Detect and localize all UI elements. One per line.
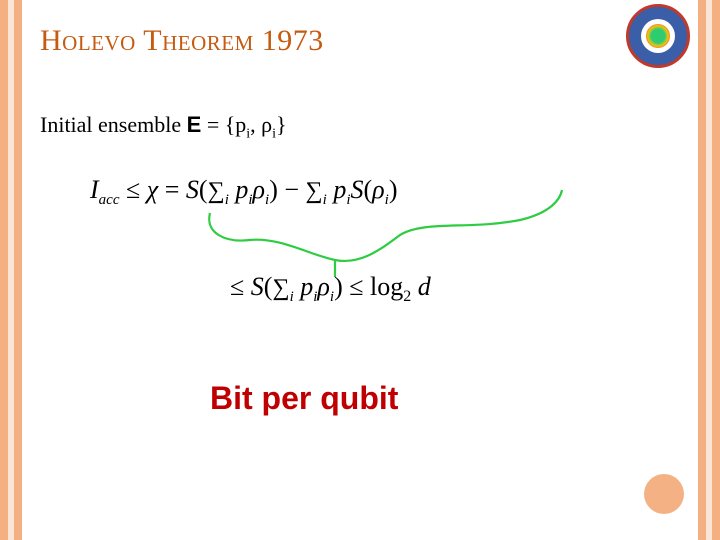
eq2-p: p bbox=[294, 272, 314, 301]
ensemble-comma: , ρ bbox=[250, 112, 272, 137]
ensemble-close: } bbox=[276, 112, 287, 137]
eq1-chi: χ bbox=[147, 175, 158, 204]
eq2-log: log bbox=[370, 272, 403, 301]
logo-core bbox=[646, 24, 670, 48]
logo-inner bbox=[641, 19, 675, 53]
stripe bbox=[712, 0, 720, 540]
eq1-open2: ( bbox=[363, 175, 372, 204]
eq2-sum: ∑ bbox=[272, 275, 289, 301]
left-stripe bbox=[0, 0, 22, 540]
stripe bbox=[706, 0, 712, 540]
right-stripe bbox=[698, 0, 720, 540]
eq2-close: ) bbox=[334, 272, 343, 301]
eq1-leq: ≤ bbox=[120, 175, 147, 204]
ensemble-definition: Initial ensemble E = {pi, ρi} bbox=[40, 112, 287, 142]
eq1-I: I bbox=[90, 175, 99, 204]
slide-title: Holevo Theorem 1973 bbox=[40, 24, 324, 58]
eq2-rho: ρ bbox=[317, 272, 329, 301]
eq1-rho2: ρ bbox=[372, 175, 384, 204]
stripe bbox=[0, 0, 8, 540]
decorative-circle bbox=[644, 474, 684, 514]
eq1-sum2: ∑ bbox=[306, 178, 323, 204]
eq1-close1: ) bbox=[269, 175, 278, 204]
eq2-S: S bbox=[251, 272, 264, 301]
eq1-rho1: ρ bbox=[253, 175, 265, 204]
eq2-leq2: ≤ bbox=[343, 272, 370, 301]
eq1-sum1: ∑ bbox=[208, 178, 225, 204]
ensemble-E: E bbox=[187, 112, 202, 137]
eq1-minus: − bbox=[278, 175, 306, 204]
stripe bbox=[14, 0, 22, 540]
stripe bbox=[698, 0, 706, 540]
eq1-p1: p bbox=[229, 175, 249, 204]
eq1-close2: ) bbox=[389, 175, 398, 204]
conclusion-text: Bit per qubit bbox=[210, 380, 398, 417]
holevo-bound-equation: Iacc ≤ χ = S(∑i piρi) − ∑i piS(ρi) bbox=[90, 175, 397, 209]
institute-logo bbox=[626, 4, 690, 68]
ensemble-eq: = {p bbox=[201, 112, 246, 137]
ensemble-prefix: Initial ensemble bbox=[40, 112, 187, 137]
log-bound-equation: ≤ S(∑i piρi) ≤ log2 d bbox=[230, 272, 431, 306]
eq1-p2: p bbox=[327, 175, 347, 204]
eq1-equals: = bbox=[158, 175, 186, 204]
eq1-Iacc-sub: acc bbox=[99, 192, 120, 208]
eq1-open1: ( bbox=[199, 175, 208, 204]
eq2-d: d bbox=[411, 272, 431, 301]
eq1-S2: S bbox=[350, 175, 363, 204]
eq1-S1: S bbox=[186, 175, 199, 204]
eq2-leq1: ≤ bbox=[230, 272, 251, 301]
